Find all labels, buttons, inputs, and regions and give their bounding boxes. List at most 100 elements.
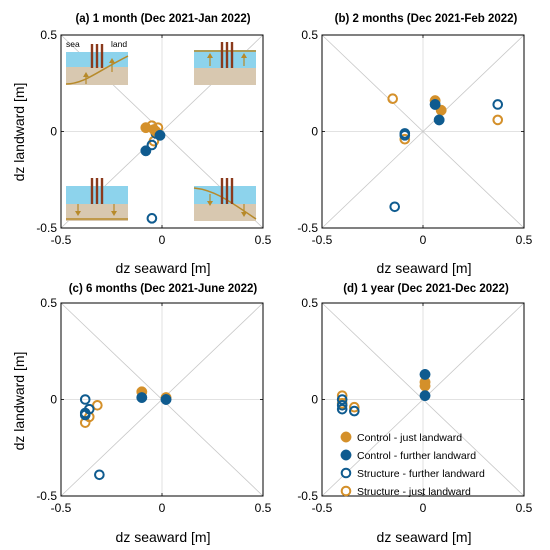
control-further-point bbox=[419, 390, 431, 402]
inset-post bbox=[95, 44, 99, 68]
x-tick-label: 0.5 bbox=[255, 233, 272, 247]
inset-arrow-head bbox=[111, 211, 117, 216]
control-further-point bbox=[160, 394, 172, 405]
diagonal-guide bbox=[321, 34, 525, 229]
structure-just-point bbox=[387, 93, 399, 104]
x-tick-label: 0 bbox=[420, 233, 427, 247]
legend-label: Structure - just landward bbox=[357, 486, 471, 498]
panel-c-plot: -0.5 0 0.5 -0.5 0 0.5 bbox=[36, 296, 271, 515]
inset-sediment-line bbox=[65, 55, 129, 85]
y-tick-label: 0.5 bbox=[40, 28, 57, 42]
inset-sea-label: sea bbox=[66, 39, 80, 49]
panel-a-plot: -0.5 0 0.5 -0.5 0 0.5 sea land bbox=[36, 28, 271, 247]
inset-post bbox=[95, 178, 99, 204]
inset-sand bbox=[194, 68, 256, 85]
y-tick-label: 0.5 bbox=[301, 28, 318, 42]
inset-post bbox=[230, 178, 234, 204]
inset-arrow-head bbox=[83, 72, 89, 77]
panel-c-ylabel: dz landward [m] bbox=[11, 352, 27, 451]
legend-marker bbox=[340, 449, 352, 461]
y-tick-label: 0 bbox=[50, 125, 57, 139]
inset-post bbox=[100, 178, 104, 204]
panel-c: (c) 6 months (Dec 2021-June 2022) -0.5 0 0… bbox=[11, 283, 272, 545]
structure-just-point bbox=[399, 133, 411, 145]
control-further-point bbox=[433, 114, 445, 126]
structure-further-point bbox=[146, 213, 158, 224]
structure-further-point bbox=[94, 469, 105, 481]
legend-marker bbox=[340, 467, 352, 479]
control-further-point bbox=[154, 129, 166, 141]
x-tick-label: -0.5 bbox=[312, 501, 333, 515]
inset-arrow-head bbox=[241, 53, 247, 58]
control-further-point bbox=[429, 99, 441, 110]
structure-further-point bbox=[79, 394, 91, 405]
inset-arrow-head bbox=[207, 53, 213, 58]
structure-further-point bbox=[336, 394, 348, 405]
inset-post bbox=[225, 42, 229, 68]
structure-further-point bbox=[336, 399, 348, 411]
panel-b: (b) 2 months (Dec 2021-Feb 2022) -0.5 0 0.… bbox=[297, 13, 532, 276]
x-tick-label: 0 bbox=[159, 233, 166, 247]
structure-further-point bbox=[492, 99, 504, 110]
panel-b-plot: -0.5 0 0.5 -0.5 0 0.5 bbox=[297, 28, 532, 247]
control-further-point bbox=[419, 368, 431, 380]
structure-further-point bbox=[146, 139, 158, 151]
panel-a-ylabel: dz landward [m] bbox=[11, 83, 27, 182]
plot-frame bbox=[60, 34, 264, 229]
control-further-point bbox=[136, 392, 148, 404]
panel-d-xlabel: dz seaward [m] bbox=[377, 529, 472, 545]
y-tick-label: -0.5 bbox=[36, 489, 57, 503]
inset-post bbox=[90, 178, 94, 204]
y-tick-label: 0.5 bbox=[40, 296, 57, 310]
inset-bottom-left bbox=[66, 178, 128, 221]
structure-just-point bbox=[349, 401, 360, 413]
control-just-point bbox=[419, 380, 431, 392]
legend-marker bbox=[340, 485, 352, 497]
structure-just-point bbox=[492, 114, 504, 126]
panel-c-xlabel: dz seaward [m] bbox=[116, 529, 211, 545]
panel-b-title: (b) 2 months (Dec 2021-Feb 2022) bbox=[335, 13, 518, 25]
inset-sand bbox=[66, 204, 128, 221]
inset-arrow-head bbox=[241, 212, 247, 217]
plot-frame bbox=[321, 302, 525, 497]
panel-a: (a) 1 month (Dec 2021-Jan 2022) -0.5 0 0.5… bbox=[11, 13, 272, 276]
x-tick-label: -0.5 bbox=[51, 233, 72, 247]
structure-further-point bbox=[399, 130, 411, 141]
legend-marker bbox=[340, 431, 352, 443]
structure-further-point bbox=[349, 405, 360, 417]
inset-arrow-head bbox=[109, 58, 115, 63]
control-further-point bbox=[140, 145, 152, 157]
panel-d-plot: -0.5 0 0.5 -0.5 0 0.5 Control - just landwardC… bbox=[297, 296, 532, 515]
y-tick-label: 0 bbox=[311, 393, 318, 407]
inset-top-left: sea land bbox=[65, 39, 129, 85]
inset-post bbox=[90, 44, 94, 68]
legend: Control - just landward Control - further… bbox=[340, 431, 485, 498]
inset-arrow-head bbox=[75, 211, 81, 216]
inset-bottom-right bbox=[193, 178, 257, 221]
plot-frame bbox=[60, 302, 264, 497]
inset-post bbox=[230, 42, 234, 68]
x-tick-label: -0.5 bbox=[51, 501, 72, 515]
panel-a-title: (a) 1 month (Dec 2021-Jan 2022) bbox=[75, 13, 250, 25]
y-tick-label: 0.5 bbox=[301, 296, 318, 310]
inset-top-right bbox=[194, 42, 256, 85]
y-tick-label: -0.5 bbox=[36, 221, 57, 235]
x-tick-label: 0.5 bbox=[516, 501, 533, 515]
inset-water bbox=[194, 186, 256, 204]
inset-post bbox=[225, 178, 229, 204]
structure-further-point bbox=[389, 201, 401, 213]
panel-d-title: (d) 1 year (Dec 2021-Dec 2022) bbox=[343, 283, 509, 295]
inset-arrow-head bbox=[207, 201, 213, 206]
x-tick-label: 0.5 bbox=[255, 501, 272, 515]
x-tick-label: 0.5 bbox=[516, 233, 533, 247]
plot-frame bbox=[321, 34, 525, 229]
y-tick-label: -0.5 bbox=[297, 221, 318, 235]
legend-label: Control - further landward bbox=[357, 450, 476, 462]
structure-further-point bbox=[336, 403, 348, 415]
x-tick-label: -0.5 bbox=[312, 233, 333, 247]
inset-post bbox=[100, 44, 104, 68]
y-tick-label: -0.5 bbox=[297, 489, 318, 503]
panel-d: (d) 1 year (Dec 2021-Dec 2022) -0.5 0 0.5 -… bbox=[297, 283, 532, 545]
x-tick-label: 0 bbox=[420, 501, 427, 515]
